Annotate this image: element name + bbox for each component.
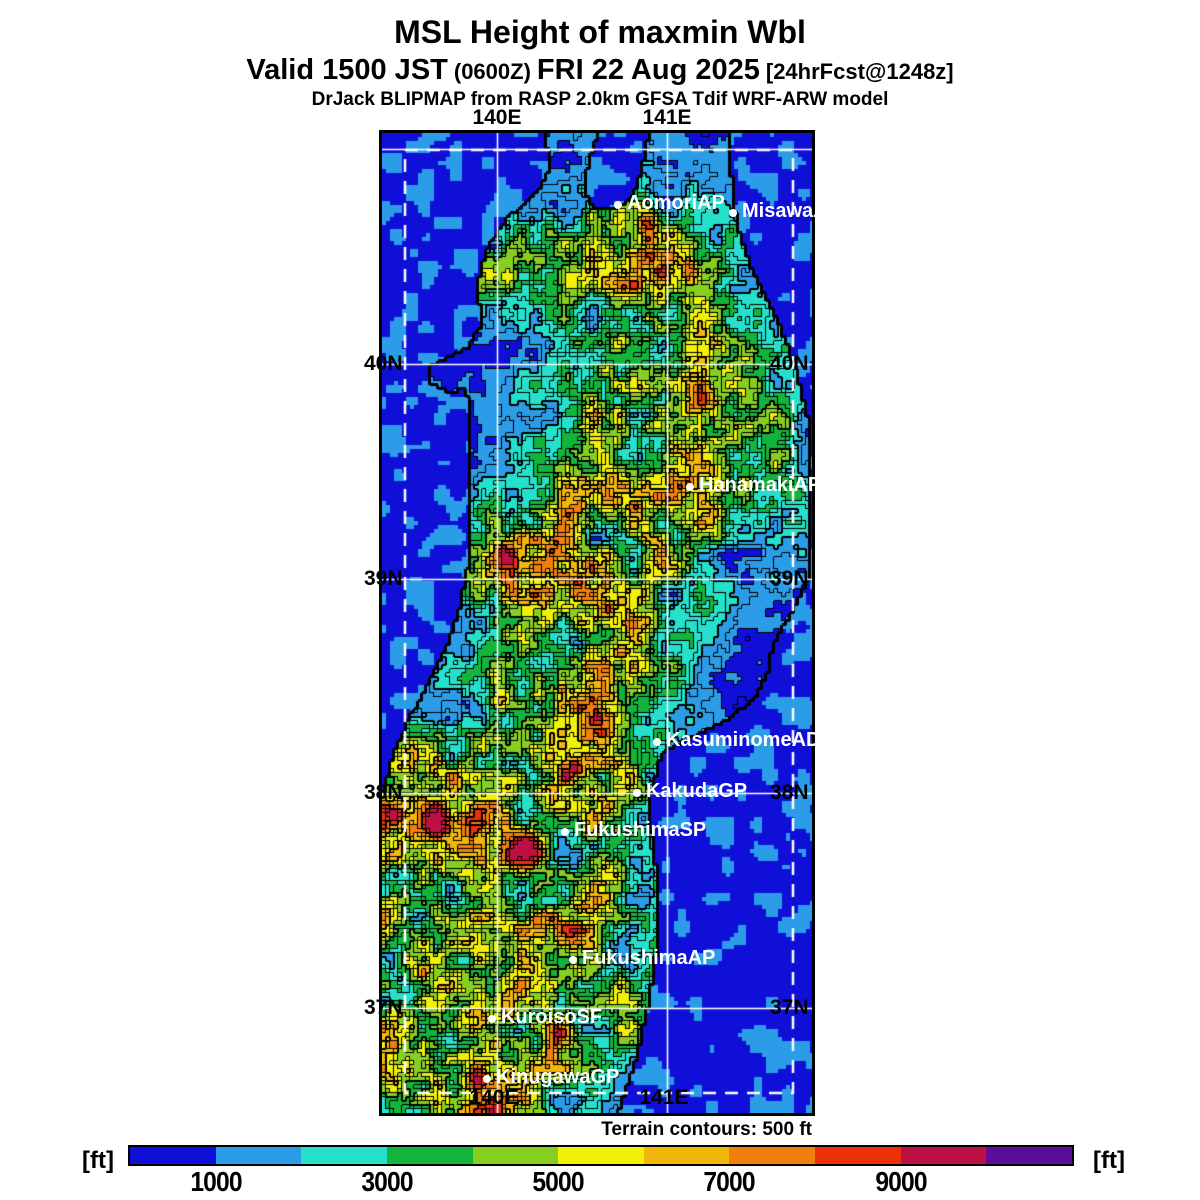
valid-date: FRI 22 Aug 2025 [536,53,760,86]
grid-label-lat-right: 37N [770,996,809,1020]
colorbar-segment [558,1147,644,1164]
colorbar-ticks: 1000 3000 5000 7000 9000 [130,1166,1072,1197]
grid-label-lat-left: 39N [364,566,403,590]
station-dot [652,737,661,746]
colorbar-segment [815,1147,901,1164]
colorbar-segment [986,1147,1073,1164]
grid-label-lon-bottom: 140E [469,1086,519,1109]
station-label: AomoriAP [627,192,725,215]
colorbar [128,1145,1074,1166]
station-label: KinugawaGP [496,1065,620,1088]
colorbar-tick-label: 7000 [703,1166,756,1197]
grid-label-lat-left: 37N [364,996,403,1020]
colorbar-unit-left: [ft] [82,1147,114,1174]
grid-label-lon-top: 141E [642,106,692,129]
colorbar-tick-label: 9000 [875,1166,927,1197]
header: MSL Height of maxmin Wbl Valid 1500 JST(… [0,14,1200,111]
colorbar-tick-label: 3000 [361,1166,413,1197]
colorbar-segment [130,1147,216,1164]
grid-label-lat-right: 39N [770,566,809,590]
colorbar-segment [215,1147,302,1164]
colorbar-segment [472,1147,559,1164]
station-dot [686,482,694,491]
station-dot [483,1074,491,1083]
station-dot [632,789,641,798]
station-label: MisawaAD [742,199,843,222]
station-label: KuroisoSF [500,1006,603,1029]
valid-utc: (0600Z) [453,58,531,84]
station-label: KasuminomeAD [665,728,821,751]
model-line: DrJack BLIPMAP from RASP 2.0km GFSA Tdif… [311,89,889,111]
colorbar-tick-label: 1000 [189,1166,242,1197]
colorbar-segment [301,1147,387,1164]
station-dot [561,828,569,837]
station-dot [569,956,577,965]
colorbar-segment [643,1147,730,1164]
forecast-tag: [24hrFcst@1248z] [765,58,954,84]
station-label: FukushimaSP [574,819,707,842]
colorbar-tick-label: 5000 [532,1166,584,1197]
colorbar-unit-right: [ft] [1093,1147,1125,1174]
station-dot [614,201,623,210]
grid-label-lat-right: 38N [770,781,809,805]
grid-label-lon-bottom: 141E [639,1086,689,1109]
grid-label-lon-top: 140E [472,106,522,129]
colorbar-segment [729,1147,816,1164]
station-label: KakudaGP [645,780,748,803]
valid-prefix: Valid 1500 JST [246,53,448,86]
valid-time-line: Valid 1500 JST (0600Z) FRI 22 Aug 2025 [24h… [0,54,1200,87]
page-title: MSL Height of maxmin Wbl [394,14,806,50]
colorbar-segment [900,1147,987,1164]
forecast-map: 140E 140E 141E 141E 40N 40N 39N 39N 38N 38N 37N 37N… [364,106,842,1116]
grid-label-lat-right: 40N [770,351,809,375]
grid-label-lat-left: 38N [364,781,403,805]
station-label: HanamakiAP [699,473,822,496]
terrain-map-canvas [382,133,812,1113]
station-dot [487,1015,496,1024]
grid-label-lat-left: 40N [364,351,403,375]
station-dot [729,208,737,217]
contour-note: Terrain contours: 500 ft [601,1119,812,1140]
colorbar-segment [386,1147,473,1164]
station-label: FukushimaAP [582,947,716,970]
